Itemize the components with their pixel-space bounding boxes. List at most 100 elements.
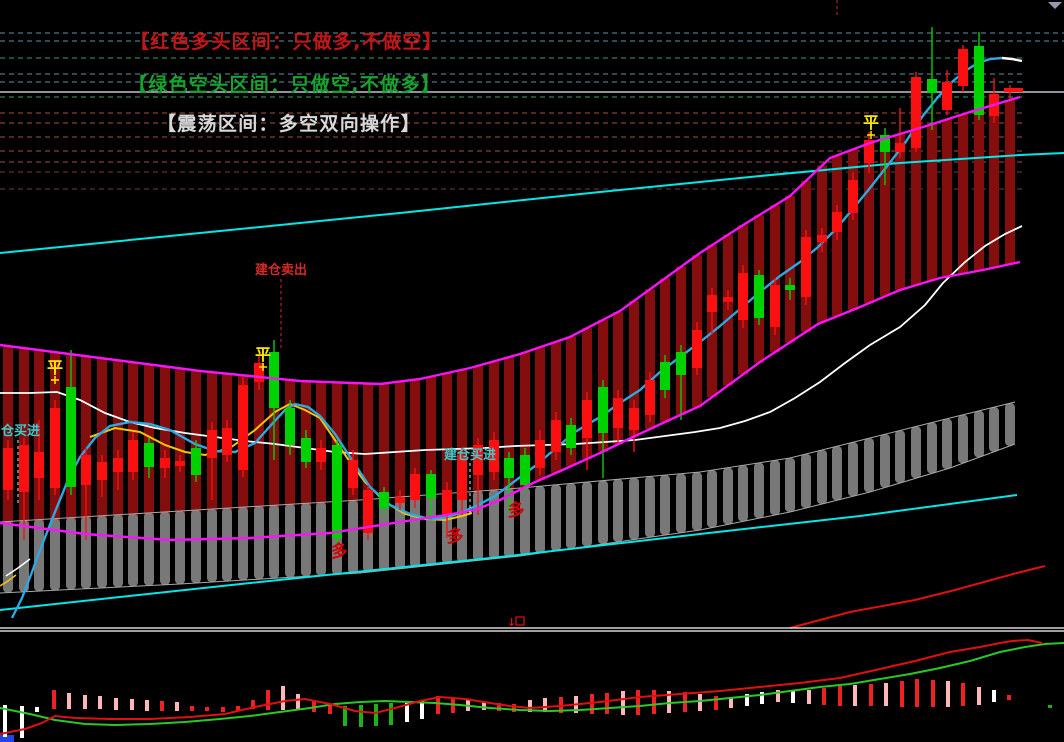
band-bar-bull xyxy=(175,368,185,540)
magenta-upper-band-line xyxy=(0,95,1021,386)
band-bar-gray xyxy=(535,486,545,554)
sub-histogram-bar xyxy=(114,698,118,710)
band-bar-bull xyxy=(379,383,389,525)
band-bar-gray xyxy=(770,460,780,515)
signal-label: 建仓卖出 xyxy=(255,262,307,278)
sub-histogram-bar xyxy=(67,693,71,709)
gray-band-lower-line xyxy=(0,443,1016,594)
band-bar-gray xyxy=(426,494,436,566)
blue-ma-white-tail xyxy=(1001,56,1023,63)
sub-histogram-bar xyxy=(451,698,455,713)
band-bar-gray xyxy=(613,479,623,542)
candle-body xyxy=(660,362,670,390)
sub-histogram-bar xyxy=(729,697,733,708)
sub-red-line xyxy=(0,638,1043,735)
candle-body xyxy=(269,352,279,408)
band-bar-gray xyxy=(348,500,358,574)
band-bar-bull xyxy=(848,149,858,310)
sub-histogram-bar xyxy=(205,707,209,711)
zone-label-range: 【震荡区间：多空双向操作】 xyxy=(157,113,421,135)
candle-body xyxy=(770,285,780,327)
sub-histogram-bar xyxy=(512,704,516,712)
cyan-lower-line xyxy=(0,494,1018,611)
band-bar-bull xyxy=(457,369,467,513)
candle-body xyxy=(754,275,764,318)
red-trend-line xyxy=(789,565,1046,629)
sub-histogram-bar xyxy=(221,707,225,712)
sub-histogram-bar xyxy=(822,688,826,705)
sub-histogram-bar xyxy=(35,707,39,712)
sub-histogram-bar xyxy=(175,702,179,711)
white-ma-tail xyxy=(5,558,31,577)
sub-histogram-bar xyxy=(760,692,764,704)
scrollbar-down-arrow-icon[interactable] xyxy=(1048,2,1062,9)
candle-body xyxy=(911,77,921,148)
sub-histogram-bar xyxy=(359,705,363,727)
candle-body xyxy=(316,448,326,462)
band-bar-gray xyxy=(911,426,921,479)
band-bar-gray xyxy=(3,521,13,593)
band-bar-gray xyxy=(974,410,984,458)
candle-body xyxy=(551,420,561,452)
band-bar-gray xyxy=(785,458,795,512)
sub-histogram-bar xyxy=(83,695,87,709)
cyan-upper-line xyxy=(0,152,1064,254)
candle-body xyxy=(801,237,811,297)
band-bar-gray xyxy=(629,477,639,540)
band-bar-gray xyxy=(160,511,170,585)
sub-histogram-bar xyxy=(807,690,811,704)
candle-body xyxy=(676,352,686,375)
band-bar-bull xyxy=(410,379,420,520)
ping-flat-marker: 平 xyxy=(863,113,879,132)
band-bar-gray xyxy=(301,503,311,577)
sub-histogram-bar xyxy=(130,699,134,710)
band-bar-bull xyxy=(81,356,91,535)
candle-body xyxy=(34,452,44,478)
sub-histogram-bar xyxy=(236,706,240,711)
band-bar-bull xyxy=(660,278,670,422)
band-bar-bull xyxy=(645,289,655,430)
zone-label-bull: 【红色多头区间：只做多,不做空】 xyxy=(130,31,444,53)
candle-body xyxy=(175,461,185,466)
band-bar-bull xyxy=(895,134,905,290)
band-bar-gray xyxy=(97,515,107,588)
candle-body xyxy=(723,297,733,302)
sub-histogram-bar xyxy=(145,700,149,711)
candle-body xyxy=(285,408,295,445)
candle-body xyxy=(144,443,154,467)
band-bar-gray xyxy=(707,470,717,528)
sub-histogram-bar xyxy=(436,696,440,714)
band-bar-bull xyxy=(520,352,530,488)
band-bar-bull xyxy=(927,124,937,281)
candle-body xyxy=(332,445,342,538)
candle-body xyxy=(520,455,530,485)
band-bar-bull xyxy=(254,376,264,538)
candle-body xyxy=(128,440,138,472)
band-bar-gray xyxy=(864,438,874,493)
duo-long-marker: 多 xyxy=(447,526,464,547)
band-bar-gray xyxy=(832,446,842,501)
band-bar-gray xyxy=(269,505,279,579)
candle-body xyxy=(348,460,358,488)
candle-body xyxy=(817,235,827,242)
band-bar-bull xyxy=(489,361,499,503)
candle-body xyxy=(613,398,623,428)
sub-histogram-bar xyxy=(652,690,656,714)
signal-label: 建仓买进 xyxy=(444,447,496,463)
candle-body xyxy=(895,143,905,152)
sub-histogram-bar xyxy=(621,691,625,715)
band-bar-gray xyxy=(19,520,29,592)
sub-histogram-bar xyxy=(528,700,532,712)
sub-histogram-bar xyxy=(251,700,255,709)
band-bar-gray xyxy=(395,497,405,569)
candle-body xyxy=(629,408,639,430)
candle-body xyxy=(191,448,201,475)
band-bar-gray xyxy=(880,434,890,488)
band-bar-gray xyxy=(379,498,389,571)
sub-histogram-bar xyxy=(374,704,378,726)
band-bar-gray xyxy=(645,476,655,538)
band-bar-bull xyxy=(989,104,999,268)
band-bar-bull xyxy=(473,365,483,509)
candle-body xyxy=(222,428,232,455)
sub-green-line xyxy=(0,642,1064,727)
